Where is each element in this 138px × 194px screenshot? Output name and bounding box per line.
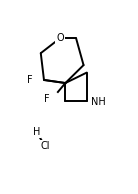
Text: F: F [27, 75, 33, 85]
Text: F: F [44, 94, 50, 104]
Text: H: H [33, 127, 40, 137]
Text: NH: NH [91, 97, 106, 107]
Text: O: O [56, 33, 64, 43]
Text: Cl: Cl [40, 141, 50, 151]
